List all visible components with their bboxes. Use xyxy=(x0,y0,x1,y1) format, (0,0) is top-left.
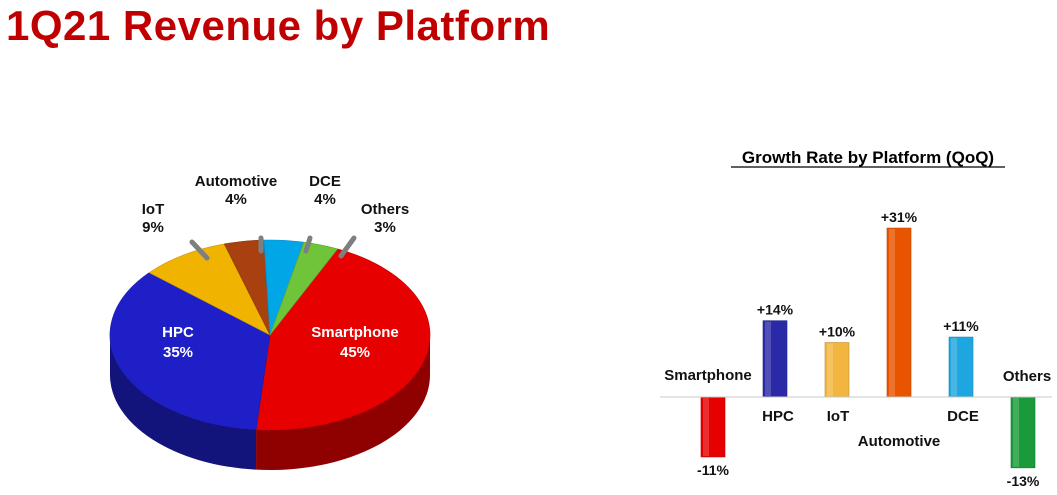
pie-slice-iot xyxy=(148,243,271,336)
bar-highlight-others xyxy=(1013,398,1019,467)
bar-dce xyxy=(948,336,974,398)
bar-value-iot: +10% xyxy=(819,324,856,340)
pie-leader-iot xyxy=(189,239,210,261)
bar-value-others: -13% xyxy=(1007,473,1040,489)
bar-hpc xyxy=(762,320,788,398)
revenue-pie-chart: Smartphone45%HPC35%IoT9%Automotive4%DCE4… xyxy=(109,173,431,470)
bar-highlight-dce xyxy=(951,338,957,396)
pie-side-smartphone xyxy=(256,335,430,470)
pie-slice-others xyxy=(269,241,339,336)
pie-value-iot: 9% xyxy=(142,219,164,236)
pie-value-dce: 4% xyxy=(314,191,336,208)
page-title: 1Q21 Revenue by Platform xyxy=(6,2,551,49)
pie-value-hpc: 35% xyxy=(163,344,193,361)
bar-highlight-iot xyxy=(827,343,833,396)
bar-category-hpc: HPC xyxy=(762,408,794,425)
bar-series xyxy=(700,227,1036,469)
pie-label-iot: IoT xyxy=(142,201,165,218)
bar-value-hpc: +14% xyxy=(757,302,794,318)
bar-highlight-smartphone xyxy=(703,398,709,456)
pie-slice-smartphone xyxy=(255,248,431,431)
bar-category-smartphone: Smartphone xyxy=(664,367,752,384)
bar-highlight-automotive xyxy=(889,229,895,396)
bar-smartphone xyxy=(700,396,726,458)
bar-chart-title: Growth Rate by Platform (QoQ) xyxy=(742,148,994,167)
pie-labels: Smartphone45%HPC35%IoT9%Automotive4%DCE4… xyxy=(142,173,409,361)
pie-label-smartphone: Smartphone xyxy=(311,324,399,341)
pie-side-walls xyxy=(110,335,430,470)
bar-category-iot: IoT xyxy=(827,408,850,425)
pie-leader-others xyxy=(338,235,357,259)
bar-highlight-hpc xyxy=(765,321,771,396)
bar-category-automotive: Automotive xyxy=(858,433,941,450)
pie-value-others: 3% xyxy=(374,219,396,236)
pie-value-automotive: 4% xyxy=(225,191,247,208)
bar-value-dce: +11% xyxy=(943,318,979,334)
pie-leader-dce xyxy=(303,235,313,254)
growth-bar-chart: Growth Rate by Platform (QoQ) -11% +14% +1… xyxy=(660,148,1052,489)
bar-value-automotive: +31% xyxy=(881,209,918,225)
bar-automotive xyxy=(886,227,912,398)
pie-label-dce: DCE xyxy=(309,173,341,190)
pie-slice-hpc xyxy=(109,272,271,430)
pie-label-others: Others xyxy=(361,201,409,218)
bar-category-dce: DCE xyxy=(947,408,979,425)
pie-label-automotive: Automotive xyxy=(195,173,278,190)
pie-side-hpc xyxy=(110,335,257,470)
pie-slices xyxy=(109,239,431,431)
bar-value-smartphone: -11% xyxy=(697,462,729,478)
pie-label-hpc: HPC xyxy=(162,324,194,341)
bar-category-others: Others xyxy=(1003,368,1051,385)
pie-value-smartphone: 45% xyxy=(340,344,370,361)
